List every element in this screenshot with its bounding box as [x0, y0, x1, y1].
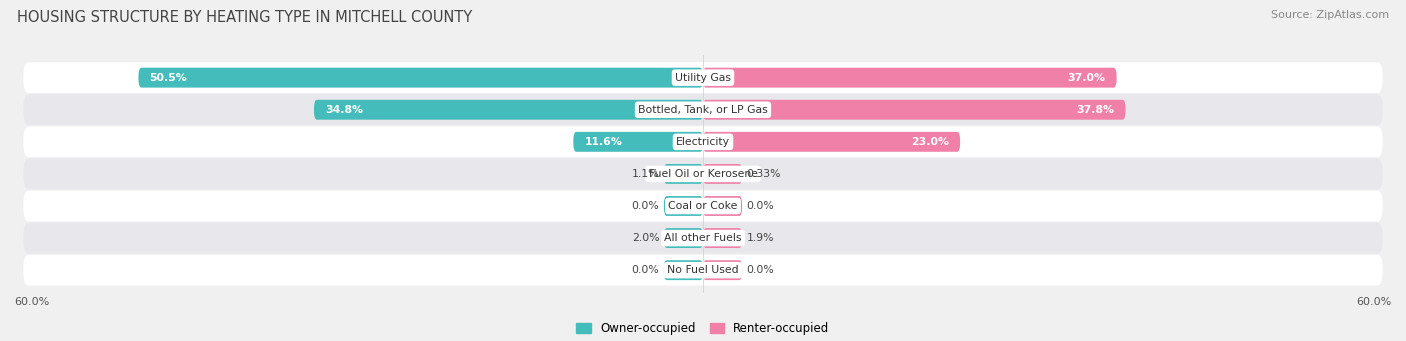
FancyBboxPatch shape [703, 228, 742, 248]
FancyBboxPatch shape [314, 100, 703, 120]
FancyBboxPatch shape [138, 68, 703, 88]
FancyBboxPatch shape [24, 159, 1382, 189]
FancyBboxPatch shape [703, 100, 1126, 120]
FancyBboxPatch shape [574, 132, 703, 152]
FancyBboxPatch shape [703, 68, 1116, 88]
FancyBboxPatch shape [664, 196, 703, 216]
FancyBboxPatch shape [24, 223, 1382, 253]
FancyBboxPatch shape [24, 255, 1382, 285]
Text: 50.5%: 50.5% [149, 73, 187, 83]
Text: 0.33%: 0.33% [747, 169, 782, 179]
Text: Fuel Oil or Kerosene: Fuel Oil or Kerosene [648, 169, 758, 179]
Text: 2.0%: 2.0% [631, 233, 659, 243]
FancyBboxPatch shape [703, 196, 742, 216]
FancyBboxPatch shape [703, 164, 742, 184]
Text: 1.9%: 1.9% [747, 233, 775, 243]
FancyBboxPatch shape [703, 132, 960, 152]
Text: Source: ZipAtlas.com: Source: ZipAtlas.com [1271, 10, 1389, 20]
Legend: Owner-occupied, Renter-occupied: Owner-occupied, Renter-occupied [572, 317, 834, 340]
FancyBboxPatch shape [703, 260, 742, 280]
FancyBboxPatch shape [24, 62, 1382, 93]
FancyBboxPatch shape [664, 164, 703, 184]
Text: Coal or Coke: Coal or Coke [668, 201, 738, 211]
Text: Utility Gas: Utility Gas [675, 73, 731, 83]
FancyBboxPatch shape [24, 94, 1382, 125]
FancyBboxPatch shape [664, 260, 703, 280]
Text: Bottled, Tank, or LP Gas: Bottled, Tank, or LP Gas [638, 105, 768, 115]
Text: 34.8%: 34.8% [325, 105, 363, 115]
Text: 11.6%: 11.6% [585, 137, 623, 147]
Text: 0.0%: 0.0% [631, 265, 659, 275]
FancyBboxPatch shape [664, 228, 703, 248]
FancyBboxPatch shape [24, 191, 1382, 221]
FancyBboxPatch shape [24, 127, 1382, 157]
Text: 1.1%: 1.1% [631, 169, 659, 179]
Text: 0.0%: 0.0% [631, 201, 659, 211]
Text: Electricity: Electricity [676, 137, 730, 147]
Text: 37.0%: 37.0% [1067, 73, 1105, 83]
Text: 0.0%: 0.0% [747, 201, 775, 211]
Text: HOUSING STRUCTURE BY HEATING TYPE IN MITCHELL COUNTY: HOUSING STRUCTURE BY HEATING TYPE IN MIT… [17, 10, 472, 25]
Text: 0.0%: 0.0% [747, 265, 775, 275]
Text: No Fuel Used: No Fuel Used [668, 265, 738, 275]
Text: 37.8%: 37.8% [1077, 105, 1115, 115]
Text: All other Fuels: All other Fuels [664, 233, 742, 243]
Text: 23.0%: 23.0% [911, 137, 949, 147]
